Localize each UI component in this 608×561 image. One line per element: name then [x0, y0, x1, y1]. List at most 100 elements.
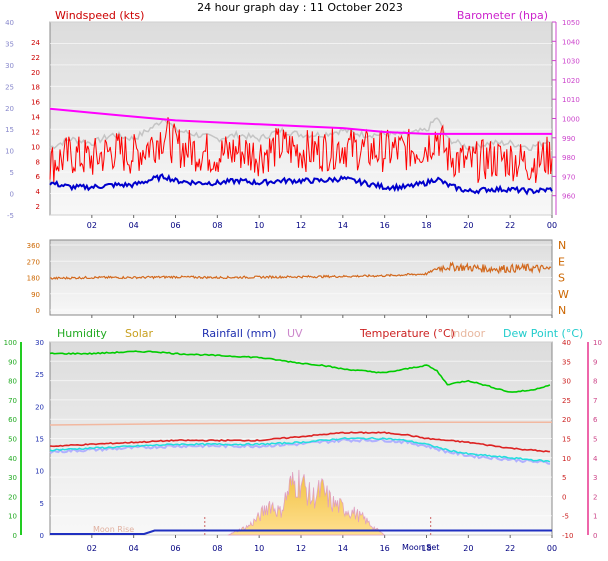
x-tick-label: 00 [547, 221, 557, 230]
series-dewpoint-line [49, 436, 551, 463]
uv-tick-label: 0 [593, 532, 597, 540]
x-tick-label: 16 [380, 221, 390, 230]
chart-title: 24 hour graph day : 11 October 2023 [197, 1, 403, 14]
y-tick-label-kts: 14 [31, 114, 40, 122]
uv-tick-label: 7 [593, 397, 597, 405]
x-tick-label: 06 [170, 544, 180, 553]
y2-tick-label: 960 [562, 193, 575, 201]
dir-tick-label: 270 [27, 258, 40, 266]
x-tick-label: 22 [505, 221, 515, 230]
uv-tick-label: 3 [593, 474, 597, 482]
rain-tick-label: 0 [40, 532, 44, 540]
compass-label: N [558, 304, 566, 317]
compass-label: W [558, 288, 569, 301]
humidity-tick-label: 20 [8, 493, 17, 501]
y-tick-label-left: 5 [10, 169, 14, 177]
uv-tick-label: 4 [593, 455, 598, 463]
y-tick-label-kts: 16 [31, 99, 40, 107]
y-tick-label-left: 10 [5, 148, 14, 156]
barometer-label: Barometer (hpa) [457, 9, 548, 22]
uv-tick-label: 9 [593, 358, 597, 366]
y-tick-label-kts: 12 [31, 128, 40, 136]
y2-tick-label: 1050 [562, 19, 580, 27]
temp-tick-label: 5 [562, 474, 566, 482]
dir-tick-label: 90 [31, 291, 40, 299]
y-tick-label-kts: 2 [36, 203, 40, 211]
x-tick-label: 14 [338, 221, 348, 230]
legend-uv: UV [287, 327, 303, 340]
temp-tick-label: -5 [562, 513, 569, 521]
y-tick-label-left: 20 [5, 105, 14, 113]
series-temperature-line [49, 431, 551, 453]
humidity-tick-label: 40 [8, 455, 17, 463]
series-indoor-line [49, 421, 552, 426]
uv-tick-label: 8 [593, 378, 597, 386]
rain-tick-label: 25 [35, 371, 44, 379]
x-tick-label: 04 [129, 544, 139, 553]
series-windspeed-line [49, 117, 553, 183]
x-tick-label: 04 [129, 221, 139, 230]
y-tick-label-left: 35 [5, 40, 14, 48]
series-rainfall-line [50, 529, 552, 535]
y-tick-label-left: 40 [5, 19, 14, 27]
humidity-tick-label: 10 [8, 513, 17, 521]
series-gust-ref-line [49, 117, 551, 152]
humidity-tick-label: 80 [8, 378, 17, 386]
y-tick-label-kts: 10 [31, 143, 40, 151]
y2-tick-label: 990 [562, 135, 575, 143]
y2-tick-label: 1030 [562, 58, 580, 66]
x-tick-label: 22 [505, 544, 515, 553]
legend-indoor: Indoor [450, 327, 486, 340]
x-tick-label: 08 [212, 544, 222, 553]
humidity-tick-label: 100 [4, 339, 17, 347]
y2-tick-label: 1040 [562, 38, 580, 46]
humidity-tick-label: 90 [8, 358, 17, 366]
uv-tick-label: 2 [593, 493, 597, 501]
temp-tick-label: 30 [562, 378, 571, 386]
y-tick-label-kts: 4 [36, 188, 41, 196]
legend-dewpoint: Dew Point (°C) [503, 327, 583, 340]
x-tick-label: 02 [87, 221, 97, 230]
moon-set-label: Moon Set [402, 543, 439, 552]
humidity-tick-label: 30 [8, 474, 17, 482]
y2-tick-label: 1020 [562, 77, 580, 85]
uv-tick-label: 10 [593, 339, 602, 347]
windspeed-label: Windspeed (kts) [55, 9, 144, 22]
temp-tick-label: 20 [562, 416, 571, 424]
humidity-tick-label: 50 [8, 436, 17, 444]
x-tick-label: 12 [296, 544, 306, 553]
y-tick-label-left: -5 [7, 212, 14, 220]
temp-tick-label: -10 [562, 532, 573, 540]
x-tick-label: 20 [463, 221, 473, 230]
y-tick-label-kts: 6 [36, 173, 41, 181]
x-tick-label: 02 [87, 544, 97, 553]
x-tick-label: 06 [170, 221, 180, 230]
y2-tick-label: 1010 [562, 96, 580, 104]
y-tick-label-left: 30 [5, 62, 14, 70]
rain-tick-label: 20 [35, 403, 44, 411]
temp-tick-label: 40 [562, 339, 571, 347]
legend-rainfall: Rainfall (mm) [202, 327, 276, 340]
humidity-tick-label: 60 [8, 416, 17, 424]
x-tick-label: 12 [296, 221, 306, 230]
x-tick-label: 18 [421, 221, 431, 230]
rain-tick-label: 30 [35, 339, 44, 347]
legend-temperature: Temperature (°C) [359, 327, 455, 340]
x-tick-label: 08 [212, 221, 222, 230]
wind-panel [49, 21, 553, 216]
y-tick-label-left: 25 [5, 83, 14, 91]
series-solar-area [227, 469, 385, 536]
y2-tick-label: 970 [562, 173, 575, 181]
x-tick-label: 00 [547, 544, 557, 553]
x-tick-label: 10 [254, 544, 264, 553]
temp-tick-label: 15 [562, 436, 571, 444]
y2-tick-label: 1000 [562, 116, 580, 124]
rain-tick-label: 15 [35, 436, 44, 444]
humidity-tick-label: 0 [13, 532, 17, 540]
x-tick-label: 18 [421, 544, 431, 553]
y-tick-label-kts: 22 [31, 54, 40, 62]
uv-tick-label: 1 [593, 513, 597, 521]
compass-label: N [558, 239, 566, 252]
y-tick-label-left: 0 [10, 191, 14, 199]
